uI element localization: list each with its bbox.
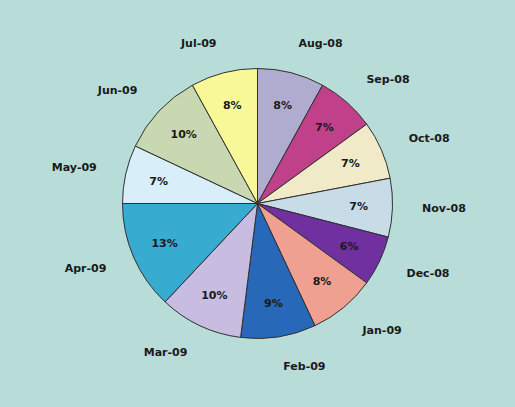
category-label: Mar-09 bbox=[144, 346, 188, 359]
data-label: 13% bbox=[151, 237, 177, 250]
category-label: Jun-09 bbox=[97, 84, 138, 97]
data-label: 8% bbox=[273, 99, 292, 112]
pie-slice bbox=[123, 204, 258, 302]
slices bbox=[123, 69, 393, 339]
data-label: 9% bbox=[264, 297, 283, 310]
category-label: Nov-08 bbox=[422, 202, 466, 215]
category-label: Jul-09 bbox=[180, 37, 217, 50]
chart-container: 8% Aug-08 7% Sep-08 7% Oct-08 7% Nov-08 6% Dec-08… bbox=[0, 0, 515, 407]
category-label: Aug-08 bbox=[298, 37, 342, 50]
data-label: 10% bbox=[171, 128, 197, 141]
data-label: 7% bbox=[149, 175, 168, 188]
data-label: 7% bbox=[349, 200, 368, 213]
data-label: 6% bbox=[340, 240, 359, 253]
category-label: Oct-08 bbox=[409, 132, 450, 145]
data-label: 8% bbox=[313, 275, 332, 288]
category-label: Jan-09 bbox=[361, 324, 401, 337]
data-label: 8% bbox=[223, 99, 242, 112]
pie-slice bbox=[192, 69, 257, 204]
category-label: May-09 bbox=[52, 161, 97, 174]
category-label: Apr-09 bbox=[65, 262, 107, 275]
category-label: Feb-09 bbox=[283, 360, 325, 373]
data-label: 7% bbox=[341, 157, 360, 170]
data-label: 10% bbox=[201, 289, 227, 302]
category-label: Sep-08 bbox=[366, 73, 409, 86]
data-label: 7% bbox=[315, 121, 334, 134]
pie-chart: 8% Aug-08 7% Sep-08 7% Oct-08 7% Nov-08 6% Dec-08… bbox=[0, 0, 515, 407]
background bbox=[0, 0, 515, 407]
category-label: Dec-08 bbox=[407, 267, 450, 280]
labels: 8% Aug-08 7% Sep-08 7% Oct-08 7% Nov-08 6% Dec-08… bbox=[52, 37, 466, 372]
